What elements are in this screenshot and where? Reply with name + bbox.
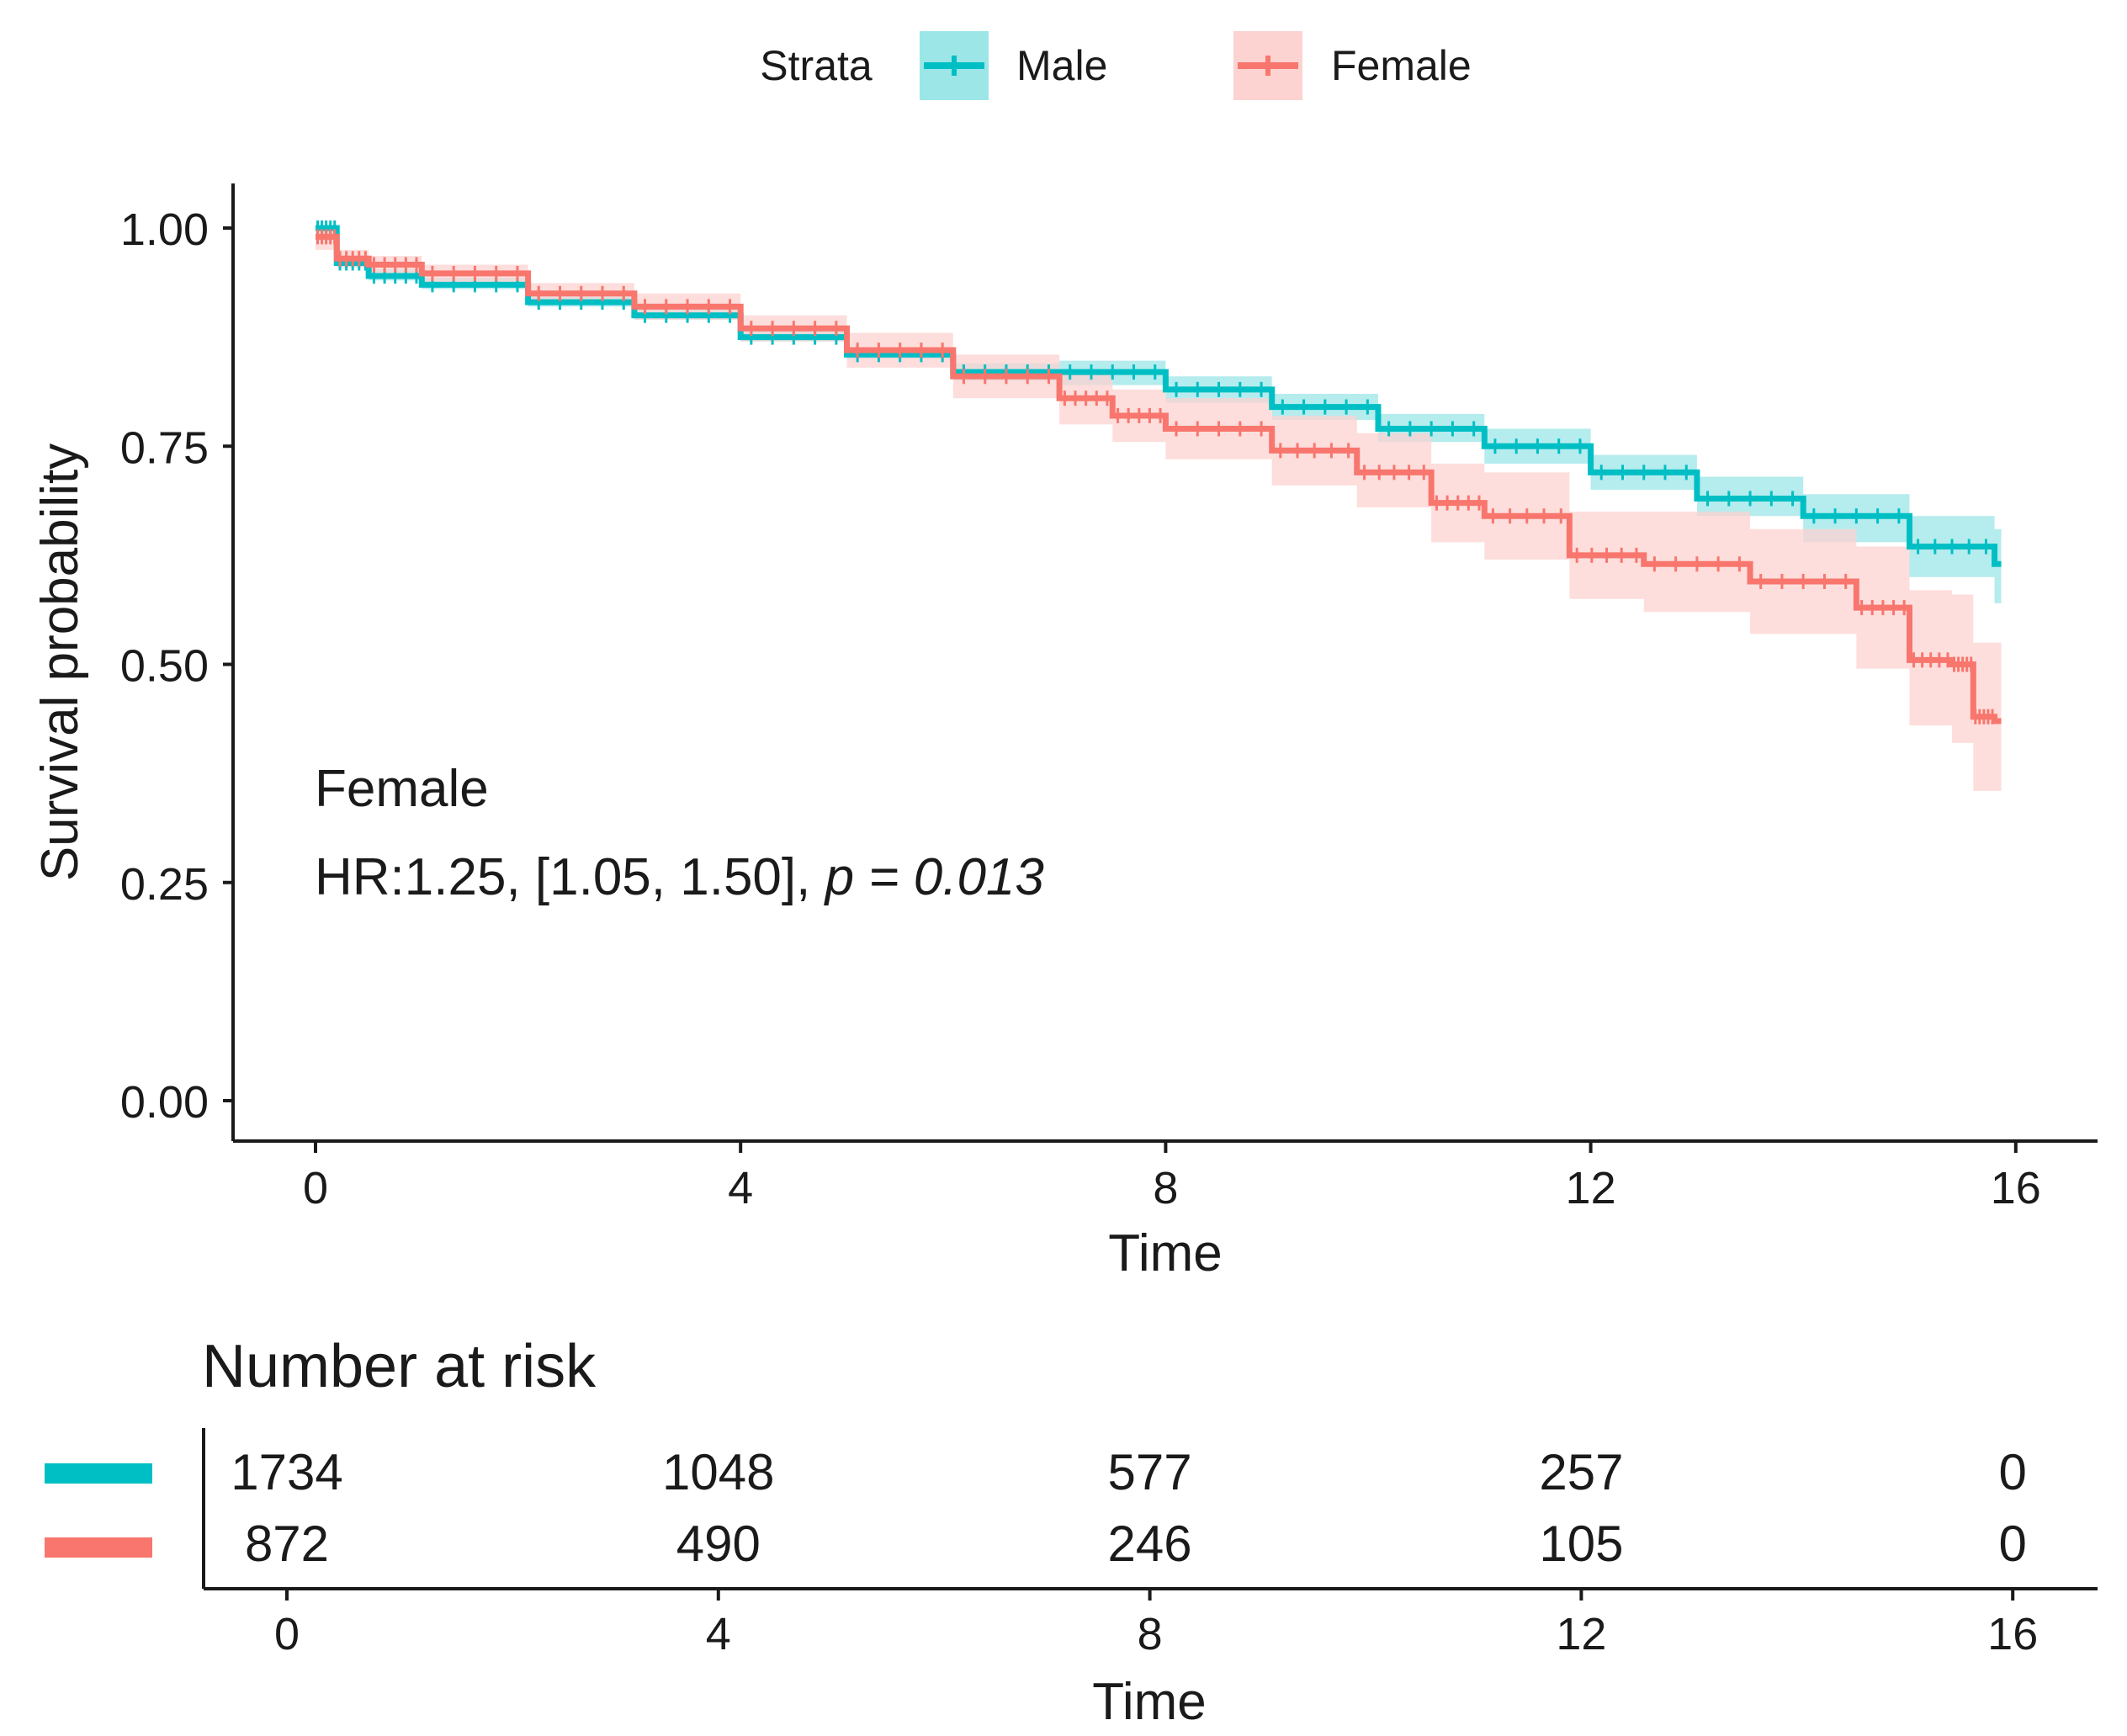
risk-cell-female: 490 [676,1516,761,1572]
legend-label-female: Female [1331,42,1472,89]
risk-table: Number at risk 1734 1048 577 257 0 872 490 246 1… [45,1333,2098,1731]
survival-curve-female [316,233,2002,725]
legend-key-female [1233,31,1302,100]
x-tick-label: 0 [303,1163,328,1213]
risk-x-tick-label: 4 [706,1609,731,1659]
y-tick-label: 0.75 [120,422,209,473]
legend-key-male [920,31,989,100]
risk-cell-female: 105 [1539,1516,1623,1572]
risk-cell-male: 577 [1108,1444,1192,1500]
risk-x-axis-label: Time [1092,1673,1206,1731]
risk-cell-male: 0 [1999,1444,2027,1500]
x-axis-label: Time [1108,1224,1222,1282]
risk-cell-female: 872 [245,1516,329,1572]
annotation-hr-text: HR:1.25, [1.05, 1.50], [315,848,825,906]
legend-label-male: Male [1016,42,1107,89]
survival-curve-male [316,225,2002,567]
y-tick-label: 0.25 [120,859,209,910]
survival-plot: 0.00 0.25 0.50 0.75 1.00 0 4 8 12 16 Survival pr… [31,183,2098,1282]
legend: Strata Male Female [760,31,1472,100]
y-tick-label: 0.50 [120,641,209,692]
x-tick-label: 16 [1991,1163,2041,1213]
annotation-group: Female [315,760,489,818]
y-tick-label: 1.00 [120,204,209,255]
y-tick-label: 0.00 [120,1077,209,1128]
legend-title: Strata [760,42,873,89]
x-axis: 0 4 8 12 16 [233,1139,2098,1213]
risk-cell-female: 246 [1108,1516,1192,1572]
y-axis-label: Survival probability [31,443,89,881]
risk-row-male-swatch [45,1463,152,1484]
risk-x-tick-label: 12 [1556,1609,1606,1659]
risk-x-tick-label: 0 [274,1609,300,1659]
x-tick-label: 4 [728,1163,753,1213]
risk-cell-male: 1048 [662,1444,774,1500]
annotation-hr: HR:1.25, [1.05, 1.50], p = 0.013 [315,848,1044,906]
risk-row-female-swatch [45,1537,152,1558]
risk-x-tick-label: 8 [1138,1609,1163,1659]
risk-cell-male: 257 [1539,1444,1623,1500]
x-tick-label: 12 [1566,1163,1616,1213]
risk-x-tick-label: 16 [1987,1609,2038,1659]
risk-table-title: Number at risk [202,1333,597,1400]
risk-cell-male: 1734 [231,1444,342,1500]
annotation-p-value: = 0.013 [854,848,1044,906]
x-tick-label: 8 [1153,1163,1178,1213]
risk-cell-female: 0 [1999,1516,2027,1572]
annotation-p-label: p [824,848,854,906]
y-axis: 0.00 0.25 0.50 0.75 1.00 [120,183,235,1141]
